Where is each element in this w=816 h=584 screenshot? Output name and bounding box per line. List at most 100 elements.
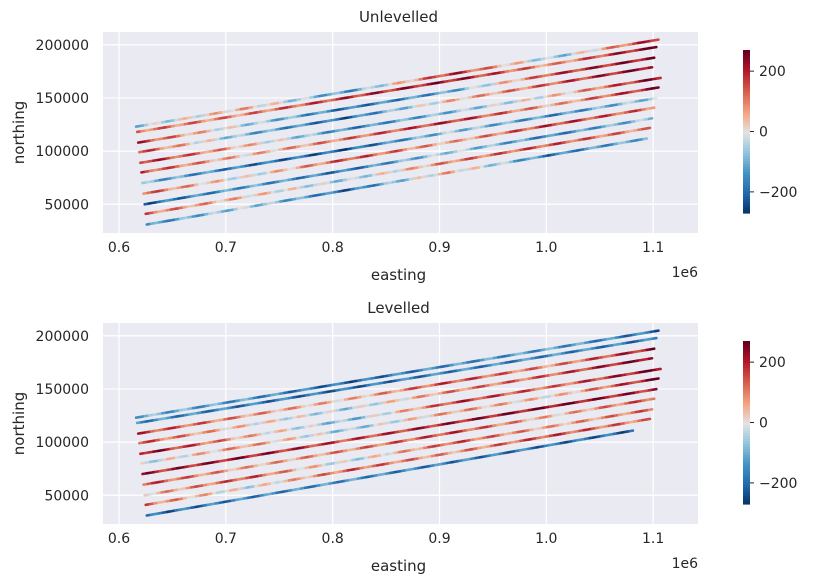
data-point [270, 481, 277, 485]
data-point [257, 463, 264, 467]
data-point [395, 389, 402, 393]
data-point [417, 375, 424, 379]
data-point [559, 441, 566, 445]
data-point [409, 370, 416, 374]
colorbar-segment [743, 93, 750, 97]
data-point [429, 464, 436, 468]
data-point [257, 130, 264, 134]
data-point [482, 364, 489, 368]
data-point [641, 348, 647, 352]
data-point [227, 135, 234, 139]
data-point [153, 221, 160, 225]
data-point [630, 359, 637, 363]
data-point [265, 140, 271, 144]
data-point [228, 208, 235, 212]
data-point [563, 392, 570, 396]
colorbar-segment [743, 438, 750, 443]
data-point [586, 378, 593, 383]
data-point [645, 107, 652, 111]
data-point [134, 124, 141, 128]
data-point [164, 489, 171, 493]
colorbar-segment [743, 379, 750, 383]
colorbar-segment [743, 126, 750, 130]
data-point [304, 475, 311, 479]
data-point [614, 335, 621, 340]
data-point [208, 149, 215, 153]
data-point [291, 427, 297, 431]
data-point [337, 189, 344, 193]
data-point [421, 175, 427, 179]
data-point [173, 497, 180, 502]
data-point [364, 475, 371, 479]
data-point [145, 430, 152, 434]
data-point [649, 39, 656, 43]
data-point [495, 393, 502, 397]
data-point [309, 112, 316, 116]
data-point [451, 380, 458, 384]
data-point [632, 419, 639, 423]
data-point [395, 98, 402, 102]
data-point [352, 88, 359, 92]
data-point [605, 124, 612, 128]
data-point [467, 386, 474, 390]
data-point [608, 52, 615, 56]
data-point [317, 173, 323, 177]
data-point [434, 453, 441, 457]
data-point [308, 153, 315, 157]
data-point [160, 411, 167, 415]
data-point [143, 123, 150, 127]
data-point [382, 380, 389, 384]
data-point [536, 436, 542, 440]
data-point [418, 368, 425, 372]
data-point [555, 122, 562, 126]
data-point [200, 160, 207, 164]
data-point [278, 168, 285, 172]
data-point [287, 488, 294, 492]
data-point [577, 409, 584, 413]
data-point [134, 415, 141, 419]
data-point [398, 439, 404, 443]
data-point [309, 101, 316, 105]
data-point [490, 143, 497, 147]
data-point [426, 163, 433, 168]
data-point [373, 423, 380, 427]
data-point [538, 386, 545, 390]
data-point [453, 139, 460, 143]
data-point [517, 358, 524, 362]
data-point [580, 358, 587, 362]
data-point [458, 419, 465, 423]
data-point [181, 195, 188, 200]
data-point [382, 89, 389, 93]
data-point [334, 440, 341, 444]
data-point [432, 132, 439, 137]
colorbar-segment [743, 199, 750, 203]
data-point [417, 466, 424, 470]
data-point [312, 183, 319, 187]
data-point [527, 408, 534, 412]
data-point [346, 167, 353, 172]
data-point [262, 482, 269, 487]
data-point [643, 117, 650, 121]
data-point [475, 68, 481, 72]
data-point [521, 67, 528, 71]
data-point [257, 172, 264, 176]
data-point [283, 198, 290, 203]
data-point [207, 201, 214, 205]
data-point [300, 165, 306, 169]
data-point [605, 337, 612, 341]
data-point [556, 92, 562, 97]
data-point [194, 484, 200, 488]
data-point [548, 434, 555, 438]
data-point [575, 342, 582, 346]
data-point [287, 390, 294, 394]
flight-line [135, 45, 658, 134]
data-point [442, 100, 448, 104]
data-point [287, 448, 293, 452]
data-point [439, 80, 446, 84]
data-point [482, 395, 489, 400]
data-point [270, 128, 277, 132]
data-point [596, 416, 603, 420]
data-point [186, 153, 193, 157]
data-point [322, 119, 328, 123]
